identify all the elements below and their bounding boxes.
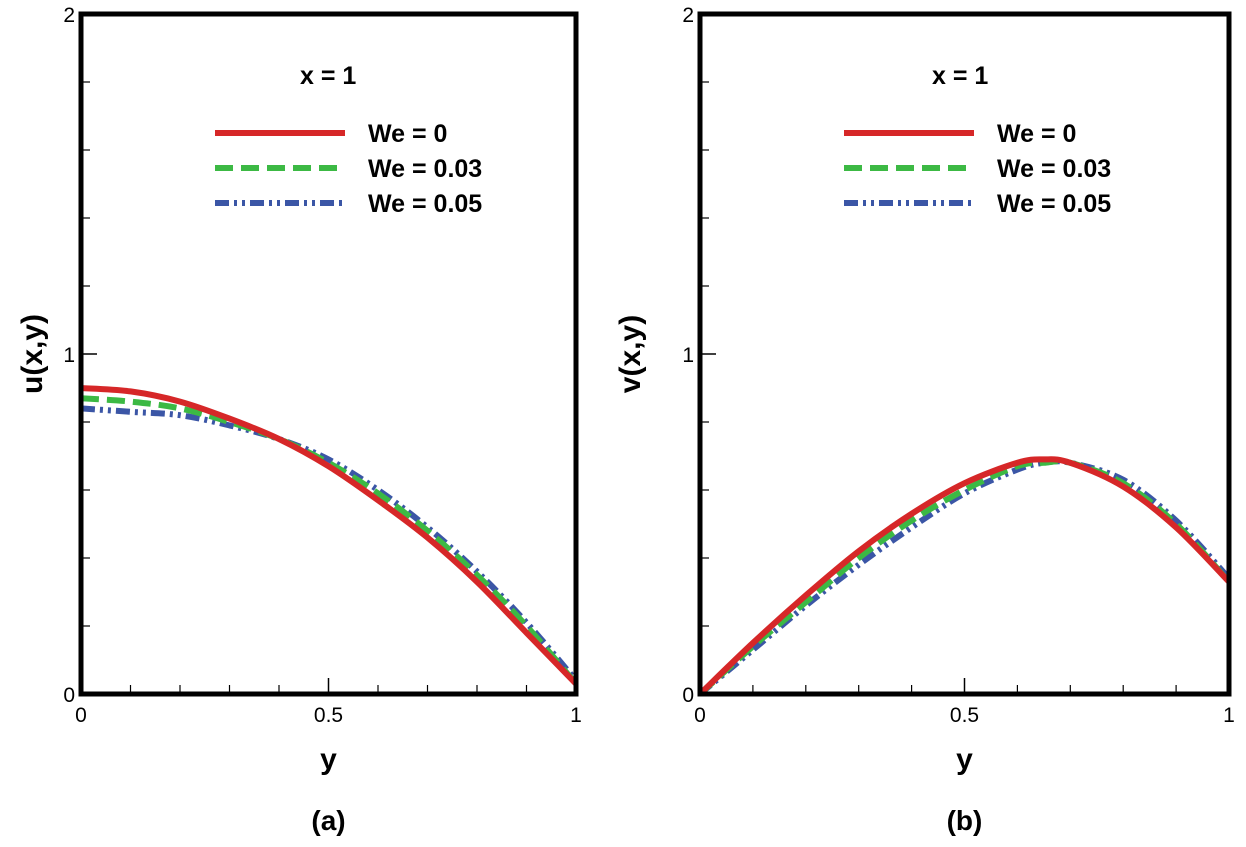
annotation-x-equals-1: x = 1 (300, 62, 356, 90)
panel-label: (b) (947, 805, 983, 836)
y-tick-label: 1 (682, 344, 694, 367)
plot-frame (697, 11, 1232, 697)
panel-a: 0 0.5 1 0 1 2 y u(x,y) (a) x = 1 We = 0 We = 0.03 We… (16, 4, 582, 836)
series-line-we-0 (81, 385, 576, 686)
x-tick-label: 1 (1223, 704, 1235, 727)
y-tick-label: 2 (682, 4, 694, 27)
x-tick-label: 1 (570, 704, 582, 727)
series-line-we-0-05 (700, 458, 1229, 694)
legend-label: We = 0 (997, 120, 1076, 148)
legend-label: We = 0 (368, 120, 447, 148)
plot-frame (78, 11, 579, 697)
y-axis-label: v(x,y) (614, 315, 647, 393)
x-tick-label: 0.5 (950, 704, 979, 727)
y-axis-label: u(x,y) (16, 314, 49, 394)
y-tick-label: 1 (63, 344, 75, 367)
x-axis-label: y (320, 743, 337, 776)
x-axis-label: y (956, 743, 973, 776)
y-tick-label: 2 (63, 4, 75, 27)
y-tick-label: 0 (682, 684, 694, 707)
x-tick-label: 0 (75, 704, 87, 727)
legend-label: We = 0.03 (368, 155, 482, 183)
x-tick-label: 0 (694, 704, 706, 727)
series-line-we-0 (700, 456, 1229, 694)
legend-label: We = 0.05 (997, 190, 1111, 218)
annotation-x-equals-1: x = 1 (932, 62, 988, 90)
legend-label: We = 0.05 (368, 190, 482, 218)
y-tick-label: 0 (63, 684, 75, 707)
series-line-we-0-05 (81, 405, 576, 683)
legend-label: We = 0.03 (997, 155, 1111, 183)
series-line-we-0-03 (81, 395, 576, 686)
panel-label: (a) (311, 805, 345, 836)
panel-b: 0 0.5 1 0 1 2 y v(x,y) (b) x = 1 We = 0 We = 0.03 We… (614, 4, 1235, 836)
x-tick-label: 0.5 (314, 704, 343, 727)
